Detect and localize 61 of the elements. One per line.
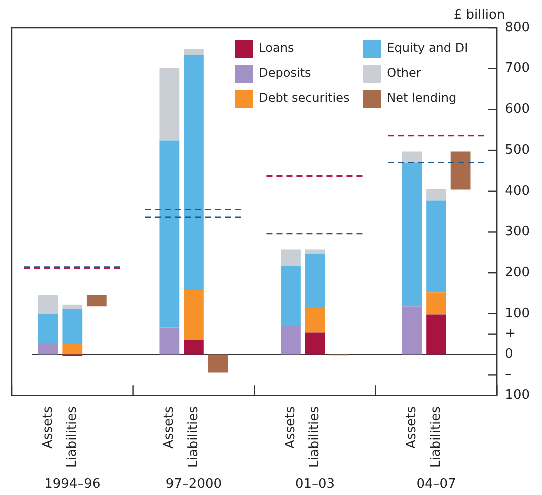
bar: [402, 162, 422, 307]
x-tick-label: Liabilities: [186, 406, 202, 468]
bar: [160, 328, 180, 355]
bar: [62, 344, 83, 355]
y-tick-label: 100: [505, 388, 530, 403]
y-tick-label: 0: [505, 347, 514, 362]
bar: [38, 314, 58, 344]
y-tick-label: 200: [505, 265, 530, 280]
bar: [184, 54, 204, 290]
x-tick-label: Liabilities: [308, 406, 323, 468]
bar: [62, 309, 83, 344]
legend-label: Debt securities: [259, 91, 350, 106]
bar: [426, 189, 446, 201]
y-tick-label: +: [505, 326, 516, 342]
y-tick-label: 500: [505, 142, 530, 158]
bar: [305, 308, 326, 333]
bar: [62, 304, 83, 310]
x-tick-label: Assets: [162, 406, 178, 449]
bar: [281, 266, 301, 326]
bar: [281, 250, 301, 267]
text: 01–03: [295, 476, 336, 492]
legend-label: Loans: [259, 41, 294, 56]
y-tick-label: 400: [505, 184, 530, 199]
text: 1994–96: [44, 476, 101, 492]
bar: [402, 152, 422, 163]
bar: [450, 152, 471, 190]
y-tick-label: 600: [505, 102, 530, 118]
y-tick-label: 700: [505, 61, 530, 76]
bar: [38, 343, 58, 355]
bar: [86, 295, 107, 307]
bar: [38, 295, 58, 314]
bar: [208, 354, 228, 373]
x-tick-label: Liabilities: [65, 406, 80, 468]
bar: [402, 306, 422, 355]
legend-label: Other: [387, 66, 422, 80]
bar: [184, 49, 204, 55]
bar: [426, 292, 446, 315]
bar: [426, 200, 446, 293]
text: 97–2000: [166, 476, 222, 492]
y-tick-label: –: [505, 368, 512, 383]
y-tick-label: 100: [505, 306, 530, 322]
legend-label: Deposits: [259, 66, 312, 80]
x-tick-label: Assets: [283, 406, 298, 449]
bar: [305, 250, 326, 254]
legend-label: Net lending: [387, 91, 457, 106]
bar: [184, 340, 204, 355]
bar: [281, 326, 301, 355]
x-tick-label: Assets: [404, 406, 420, 449]
bar: [160, 140, 180, 328]
x-tick-label: Liabilities: [428, 406, 444, 468]
y-axis-title: £ billion: [454, 8, 506, 23]
bar: [184, 290, 204, 340]
y-tick-label: 800: [505, 20, 530, 36]
bar: [426, 314, 446, 355]
text: 04–07: [416, 476, 456, 492]
y-tick-label: 300: [505, 224, 530, 240]
bar: [305, 332, 326, 355]
bar: [305, 254, 326, 308]
x-tick-label: Assets: [40, 406, 56, 449]
legend-label: Equity and DI: [387, 41, 468, 56]
bar: [160, 68, 180, 141]
